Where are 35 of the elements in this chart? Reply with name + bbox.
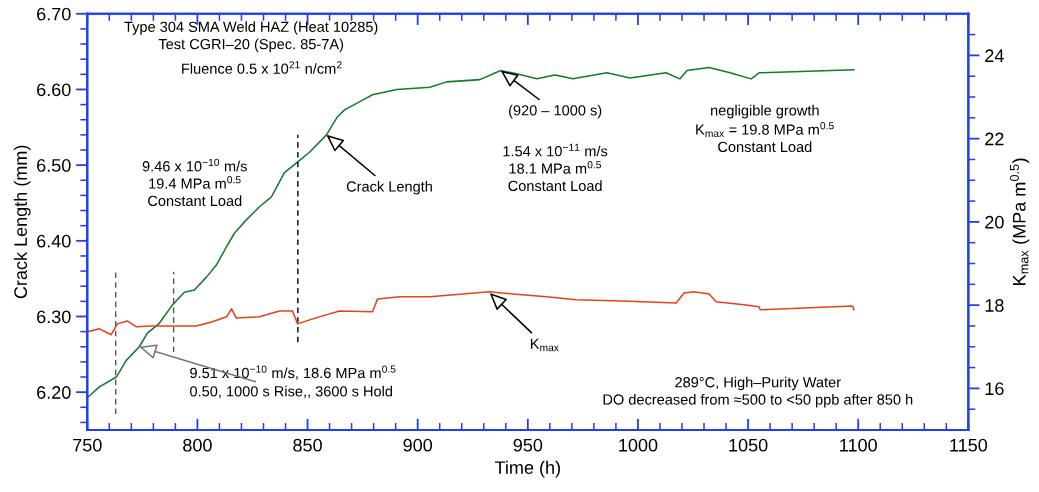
annotation: Crack Length [346,180,432,195]
x-tick-label: 1050 [729,438,768,452]
y2-tick-label: 22 [985,132,1004,146]
y-tick-label: 6.30 [37,310,71,324]
y2-tick-label: 16 [985,382,1004,396]
x-tick-label: 900 [403,438,433,452]
annotation: Type 304 SMA Weld HAZ (Heat 10285) Test CGRI–20 (Spec. 85-7A) [124,21,378,53]
x-tick-label: 750 [73,438,102,452]
y-axis-title: Crack Length (mm) [13,145,31,299]
line-series [87,291,855,336]
annotation: (920 – 1000 s) [509,104,602,119]
y2-axis-title: K$_{max}$ (MPa m$^{0.5}$) [1009,158,1030,285]
x-tick-label: 800 [183,438,212,452]
annotation: 9.46 x 10$^{−10}$ m/s 19.4 MPa m$^{0.5}$ Constant Load [142,158,247,207]
x-axis-title: Time (h) [494,460,560,478]
y-tick-label: 6.60 [37,83,71,97]
y-tick-label: 6.40 [37,234,71,248]
y2-tick-label: 20 [985,215,1004,229]
annotation: 9.51 x 10$^{−10}$ m/s, 18.6 MPa m$^{0.5}$ [190,365,396,380]
y-tick-label: 6.20 [37,386,71,399]
x-tick-label: 1100 [840,438,877,452]
text: negligible growth K$_{max}$ = 19.8 MPa m$^{0.5}$ Constant Load [696,104,834,153]
y2-tick-label: 24 [985,49,1004,62]
x-tick-label: 1000 [619,438,658,452]
annotation: K$_{max}$ [530,338,559,352]
annotation: 1.54 x 10$^{−11}$ m/s 18.1 MPa m$^{0.5}$ Constant Load [503,143,608,192]
y-tick-label: 6.50 [37,159,71,172]
annotation: 289°C, High–Purity Water DO decreased from ≈500 to <50 ppb after 850 h [603,376,913,408]
y2-tick-label: 18 [985,299,1004,312]
x-tick-label: 850 [293,438,322,452]
x-tick-label: 950 [513,438,543,452]
x-tick-label: 1150 [950,438,988,452]
annotation: Fluence 0.5 x 10$^{21}$ n/cm$^{2}$ [182,61,342,74]
annotation: 0.50, 1000 s Rise,, 3600 s Hold [190,385,393,399]
y-tick-label: 6.70 [37,7,71,21]
